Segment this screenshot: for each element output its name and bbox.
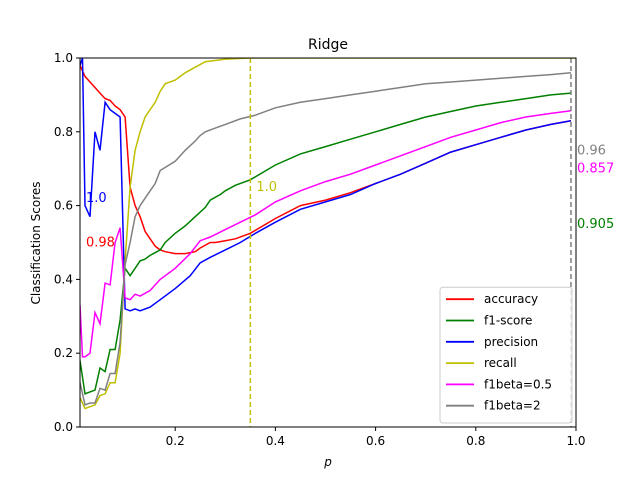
series-line-precision <box>80 58 572 312</box>
series-line-f1beta-0-5 <box>80 110 572 358</box>
x-tick-label: 0.4 <box>266 434 285 448</box>
annotation-label: 0.857 <box>577 162 614 177</box>
legend: accuracy f1-score precision recall f1beta=0.… <box>439 286 573 424</box>
chart-title: Ridge <box>308 37 348 53</box>
annotation-label: 1.0 <box>256 180 277 195</box>
y-tick-label: 0.0 <box>54 420 73 434</box>
annotation-label: 1.0 <box>86 191 107 206</box>
legend-label: f1beta=2 <box>484 399 541 413</box>
series-line-accuracy <box>80 65 572 255</box>
series-line-f1beta-2 <box>80 72 572 406</box>
legend-label: precision <box>484 335 538 349</box>
y-tick-label: 1.0 <box>54 51 73 65</box>
y-tick-label: 0.2 <box>54 346 73 360</box>
axis-ticks: 0.2 0.4 0.6 0.8 1.0 0.0 0.2 0.4 0.6 0.8 1.0 <box>54 51 586 448</box>
legend-label: f1-score <box>484 314 532 328</box>
x-tick-label: 0.6 <box>366 434 385 448</box>
y-tick-label: 0.8 <box>54 125 73 139</box>
legend-label: accuracy <box>484 292 538 306</box>
x-axis-label: p <box>323 455 332 469</box>
series-line-recall <box>80 58 576 410</box>
annotations: 1.0 0.98 1.0 0.96 0.857 0.905 <box>86 143 614 250</box>
legend-label: recall <box>484 356 517 370</box>
y-tick-label: 0.4 <box>54 272 73 286</box>
y-axis-label: Classification Scores <box>29 181 43 304</box>
annotation-label: 0.98 <box>86 236 115 251</box>
annotation-label: 0.96 <box>577 143 606 158</box>
series-line-f1-score <box>80 92 572 395</box>
x-tick-label: 0.2 <box>166 434 185 448</box>
annotation-label: 0.905 <box>577 217 614 232</box>
y-tick-label: 0.6 <box>54 199 73 213</box>
x-tick-label: 0.8 <box>466 434 485 448</box>
legend-label: f1beta=0.5 <box>484 377 552 391</box>
plot-frame <box>79 57 577 428</box>
x-tick-label: 1.0 <box>566 434 585 448</box>
